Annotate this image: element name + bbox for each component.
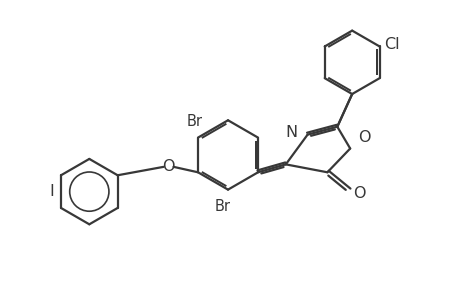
- Text: O: O: [358, 130, 370, 145]
- Text: O: O: [162, 159, 174, 174]
- Text: Cl: Cl: [384, 37, 399, 52]
- Text: Br: Br: [187, 114, 202, 129]
- Text: O: O: [353, 186, 365, 201]
- Text: N: N: [285, 125, 297, 140]
- Text: Br: Br: [215, 199, 230, 214]
- Text: I: I: [49, 184, 54, 199]
